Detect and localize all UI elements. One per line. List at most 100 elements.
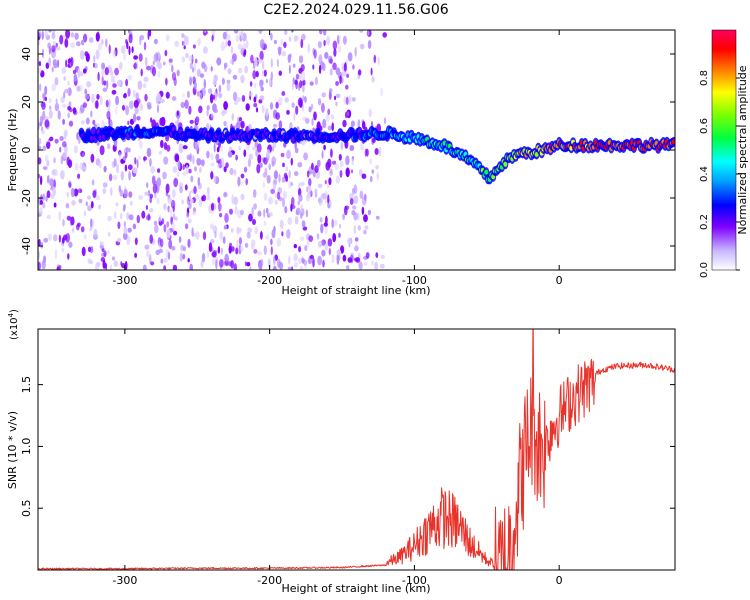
heatmap-noise-blob	[73, 145, 79, 154]
x-tick-label: 0	[556, 274, 563, 287]
heatmap-noise-blob	[353, 224, 357, 235]
heatmap-noise-blob	[270, 188, 276, 195]
heatmap-noise-blob	[142, 83, 147, 89]
heatmap-noise-blob	[111, 75, 116, 84]
heatmap-noise-blob	[222, 236, 226, 244]
heatmap-noise-blob	[206, 186, 210, 196]
heatmap-noise-blob	[359, 190, 364, 199]
heatmap-noise-blob	[107, 215, 112, 222]
heatmap-noise-blob	[81, 246, 86, 257]
heatmap-noise-blob	[95, 49, 100, 60]
heatmap-noise-blob	[328, 248, 331, 256]
heatmap-noise-blob	[188, 190, 192, 201]
heatmap-noise-blob	[308, 178, 312, 187]
heatmap-noise-blob	[159, 238, 164, 248]
heatmap-noise-blob	[286, 109, 290, 115]
heatmap-noise-blob	[338, 45, 342, 53]
heatmap-noise-blob	[108, 98, 111, 108]
heatmap-noise-blob	[187, 258, 190, 263]
heatmap-noise-blob	[288, 64, 291, 75]
heatmap-noise-blob	[251, 146, 257, 151]
heatmap-noise-blob	[177, 117, 180, 127]
heatmap-noise-blob	[324, 225, 328, 235]
heatmap-noise-blob	[74, 32, 79, 40]
heatmap-noise-blob	[317, 41, 322, 49]
heatmap-noise-blob	[284, 206, 288, 214]
snr-y-scale-base: (x10	[9, 317, 20, 340]
heatmap-noise-blob	[275, 101, 279, 109]
heatmap-noise-blob	[334, 95, 336, 101]
heatmap-noise-blob	[321, 240, 325, 247]
heatmap-noise-blob	[46, 190, 51, 199]
heatmap-noise-blob	[342, 213, 345, 220]
heatmap-noise-blob	[156, 197, 160, 204]
heatmap-noise-blob	[182, 253, 186, 260]
heatmap-noise-blob	[79, 50, 85, 60]
heatmap-noise-blob	[328, 90, 332, 100]
heatmap-noise-blob	[126, 235, 131, 246]
heatmap-noise-blob	[218, 92, 223, 99]
heatmap-noise-blob	[369, 158, 372, 165]
heatmap-noise-blob	[295, 105, 299, 115]
heatmap-noise-blob	[358, 69, 362, 76]
heatmap-noise-blob	[345, 84, 349, 90]
heatmap-noise-blob	[377, 56, 380, 66]
heatmap-noise-blob	[331, 254, 335, 264]
colorbar: 0.0 0.2 0.4 0.6 0.8 Normalized spectral ampl…	[699, 29, 749, 278]
heatmap-noise-blob	[67, 112, 70, 119]
heatmap-noise-blob	[321, 150, 324, 159]
heatmap-noise-blob	[60, 96, 65, 104]
heatmap-noise-blob	[243, 166, 248, 173]
heatmap-noise-blob	[288, 36, 292, 42]
heatmap-noise-blob	[287, 217, 293, 225]
heatmap-noise-blob	[282, 190, 288, 199]
heatmap-noise-blob	[158, 150, 163, 155]
heatmap-noise-blob	[227, 68, 232, 75]
heatmap-noise-blob	[42, 110, 46, 121]
heatmap-noise-blob	[92, 119, 96, 125]
heatmap-noise-blob	[382, 32, 388, 38]
heatmap-noise-blob	[319, 217, 323, 223]
heatmap-noise-blob	[38, 138, 42, 145]
spectrogram-x-label: Height of straight line (km)	[281, 284, 430, 297]
heatmap-noise-blob	[250, 54, 254, 64]
heatmap-noise-blob	[104, 67, 109, 76]
figure-title: C2E2.2024.029.11.56.G06	[263, 2, 448, 18]
heatmap-noise-blob	[65, 203, 70, 209]
heatmap-noise-blob	[220, 247, 223, 255]
heatmap-noise-blob	[349, 198, 354, 205]
heatmap-noise-blob	[127, 87, 131, 97]
heatmap-noise-blob	[235, 154, 238, 161]
heatmap-noise-blob	[132, 89, 136, 98]
colorbar-gradient	[712, 30, 736, 270]
heatmap-noise-blob	[158, 248, 163, 254]
heatmap-noise-blob	[225, 34, 231, 41]
snr-y-scale-factor: (x104)	[7, 309, 20, 340]
heatmap-noise-blob	[358, 261, 363, 270]
heatmap-noise-blob	[211, 30, 216, 35]
heatmap-noise-blob	[248, 153, 254, 160]
heatmap-noise-blob	[273, 225, 276, 233]
heatmap-noise-blob	[194, 194, 200, 201]
heatmap-noise-blob	[174, 154, 180, 162]
heatmap-noise-blob	[259, 162, 263, 168]
heatmap-noise-blob	[261, 60, 265, 70]
heatmap-noise-blob	[352, 64, 355, 70]
heatmap-noise-blob	[224, 213, 229, 223]
heatmap-noise-blob	[230, 259, 235, 269]
heatmap-noise-blob	[139, 103, 144, 111]
heatmap-noise-blob	[198, 105, 203, 114]
heatmap-noise-blob	[123, 226, 128, 235]
heatmap-noise-blob	[218, 84, 222, 93]
heatmap-noise-blob	[360, 142, 364, 151]
heatmap-noise-blob	[172, 166, 178, 173]
heatmap-noise-blob	[244, 65, 248, 74]
heatmap-noise-blob	[304, 245, 308, 252]
heatmap-noise-blob	[265, 78, 268, 84]
heatmap-noise-blob	[161, 218, 165, 225]
heatmap-noise-blob	[247, 158, 252, 168]
heatmap-noise-blob	[125, 39, 128, 44]
heatmap-noise-blob	[80, 39, 85, 46]
heatmap-noise-blob	[118, 185, 122, 193]
heatmap-noise-blob	[235, 247, 239, 255]
